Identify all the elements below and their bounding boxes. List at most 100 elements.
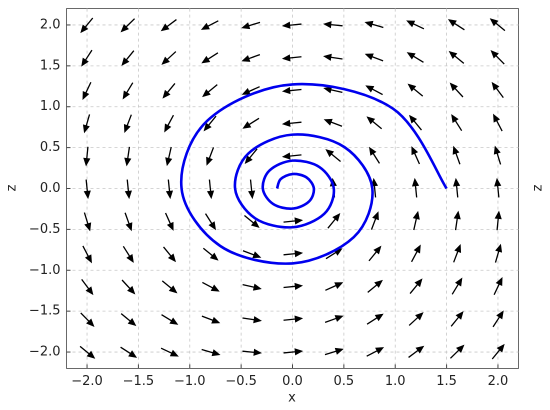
vector-arrow (242, 316, 262, 324)
vector-arrow (323, 86, 343, 94)
vector-arrow (323, 118, 343, 127)
vector-arrow (83, 146, 91, 167)
vector-arrow (323, 53, 343, 61)
vector-arrow (281, 87, 302, 95)
vector-arrow (281, 21, 302, 29)
vector-arrow (494, 177, 502, 198)
vector-arrow (410, 244, 421, 263)
vector-arrow (369, 146, 381, 164)
x-tick-label: −0.5 (225, 374, 257, 389)
vector-arrow (161, 51, 177, 65)
vector-arrow (82, 245, 92, 264)
vector-arrow (203, 115, 217, 132)
vector-arrow (370, 211, 379, 230)
vector-arrow (452, 145, 461, 165)
vector-arrow (281, 152, 302, 160)
vector-arrow (370, 177, 379, 198)
y-tick-label: −2.0 (29, 345, 61, 360)
vector-arrow (124, 146, 132, 167)
vector-arrow (164, 212, 174, 231)
y-axis-label-right: z (531, 184, 546, 191)
x-tick-label: 1.0 (385, 374, 406, 389)
vector-arrow (453, 243, 462, 263)
vector-arrow (202, 84, 218, 98)
vector-arrow (82, 114, 91, 134)
vector-arrow (366, 116, 383, 130)
vector-arrow (283, 250, 304, 258)
vector-arrow (165, 146, 173, 167)
vector-arrow (83, 179, 91, 200)
vector-arrow (406, 20, 425, 30)
vector-arrow (124, 212, 133, 232)
y-tick-label: 0.0 (40, 181, 61, 196)
vector-arrow (242, 117, 260, 129)
vector-arrow (283, 348, 304, 356)
vector-arrow (120, 313, 137, 327)
y-tick-label: −1.0 (29, 263, 61, 278)
vector-arrow (365, 85, 383, 96)
vector-arrow (201, 315, 221, 324)
vector-arrow (364, 20, 384, 29)
x-tick-label: 2.0 (488, 374, 509, 389)
vector-arrow (447, 19, 465, 31)
vector-arrow (242, 250, 262, 259)
x-tick-label: −1.5 (123, 374, 155, 389)
vector-arrow (368, 245, 382, 262)
trajectory-line (179, 82, 448, 265)
y-tick-label: −1.5 (29, 304, 61, 319)
vector-arrow (200, 20, 219, 30)
vector-arrow (449, 344, 465, 359)
vector-arrow (206, 179, 215, 200)
vector-arrow (325, 282, 344, 291)
vector-arrow (83, 212, 92, 232)
vector-arrow (412, 210, 420, 231)
vector-arrow (121, 50, 135, 66)
x-tick-label: 0.5 (334, 374, 355, 389)
vector-arrow (201, 52, 219, 64)
y-tick-label: 1.0 (40, 99, 61, 114)
vector-arrow (411, 177, 420, 198)
vector-arrow (451, 277, 463, 295)
vector-arrow (491, 81, 504, 98)
vector-arrow (494, 243, 503, 263)
vector-arrow (406, 52, 424, 63)
vector-arrow (79, 345, 96, 359)
vector-arrow (325, 149, 341, 162)
vector-arrow (123, 114, 132, 134)
x-tick-label: −2.0 (71, 374, 103, 389)
vector-arrow (120, 346, 138, 358)
vector-arrow (324, 315, 344, 323)
vector-arrow (202, 281, 220, 292)
vector-arrow (453, 177, 461, 198)
vector-arrow (450, 311, 464, 327)
vector-arrow (164, 114, 175, 133)
vector-arrow (81, 279, 94, 296)
vector-arrow (80, 312, 95, 327)
vector-arrow (493, 113, 503, 132)
vector-arrow (241, 86, 260, 95)
vector-arrow (122, 245, 134, 263)
vector-arrow (163, 246, 176, 263)
vector-arrow (490, 50, 505, 65)
vector-arrow (408, 312, 424, 326)
vector-arrow (81, 49, 93, 67)
vector-arrow (242, 283, 262, 291)
vector-arrow (489, 18, 506, 32)
vector-arrow (492, 310, 504, 328)
vector-arrow (366, 313, 384, 325)
vector-arrow (494, 210, 502, 231)
vector-arrow (283, 217, 304, 225)
y-tick-label: 2.0 (40, 17, 61, 32)
vector-arrow (367, 279, 383, 293)
vector-arrow (122, 82, 134, 100)
vector-arrow (449, 82, 464, 98)
vector-arrow (241, 54, 261, 62)
vector-arrow (201, 348, 221, 357)
vector-arrow (161, 280, 178, 294)
vector-arrow (242, 348, 262, 356)
vector-arrow (248, 179, 256, 200)
vector-arrow (120, 18, 136, 33)
vector-arrow (202, 247, 219, 261)
x-tick-label: 1.5 (436, 374, 457, 389)
vector-arrow (411, 146, 421, 165)
